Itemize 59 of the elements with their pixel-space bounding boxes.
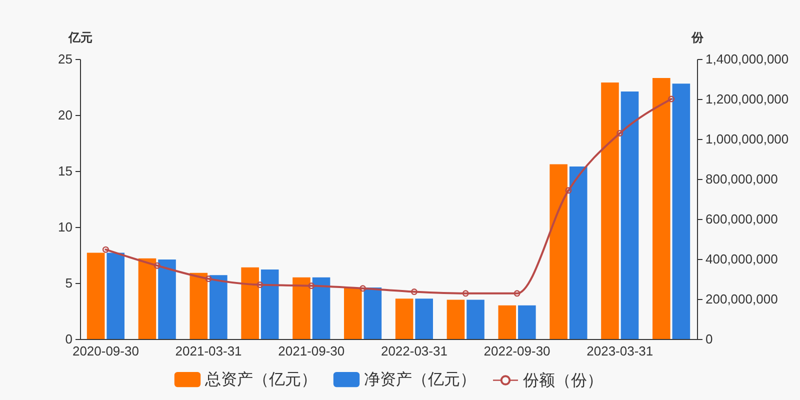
- y2-axis-title: 份: [690, 30, 704, 44]
- bar: [312, 277, 330, 339]
- y2-tick-label: 1,000,000,000: [706, 132, 789, 146]
- y2-tick-label: 200,000,000: [706, 292, 778, 306]
- point: [616, 130, 624, 136]
- bar: [446, 300, 465, 339]
- x-tick-label: 2022-09-30: [484, 344, 550, 358]
- y-tick-label: 25: [58, 52, 72, 66]
- legend-label: 总资产（亿元）: [204, 370, 317, 389]
- bar: [518, 305, 536, 339]
- bar: [292, 277, 310, 339]
- point: [256, 282, 264, 288]
- bar: [364, 287, 382, 339]
- bar: [260, 270, 279, 339]
- bar: [620, 91, 639, 339]
- bar: [190, 272, 208, 339]
- bar: [652, 78, 670, 339]
- y2-tick-label: 600,000,000: [706, 212, 778, 226]
- point: [462, 290, 469, 297]
- y2-tick-label: 400,000,000: [706, 252, 778, 266]
- point: [154, 262, 160, 269]
- x-tick-label: 2023-03-31: [586, 344, 654, 358]
- legend-label: 净资产（亿元）: [364, 370, 476, 389]
- y2-tick-label: 800,000,000: [706, 172, 778, 186]
- y2-tick-label: 0: [706, 332, 713, 346]
- y-tick-label: 5: [65, 276, 72, 290]
- bar: [466, 300, 484, 339]
- point: [308, 282, 315, 290]
- point: [410, 288, 418, 296]
- y-tick-label: 10: [58, 220, 72, 234]
- bar: [158, 259, 176, 339]
- bar: [415, 298, 433, 339]
- y-axis-title: 亿元: [68, 30, 92, 44]
- point: [205, 276, 212, 282]
- y-tick-label: 15: [58, 164, 72, 178]
- x-tick-label: 2020-09-30: [72, 344, 139, 358]
- point: [565, 187, 572, 194]
- bar: [601, 82, 619, 339]
- bar: [498, 305, 516, 339]
- bar: [210, 275, 228, 339]
- y2-tick-label: 1,400,000,000: [706, 52, 789, 66]
- bar: [344, 287, 362, 339]
- bar: [86, 252, 105, 339]
- y-tick-label: 20: [58, 108, 72, 122]
- bar: [569, 166, 588, 339]
- bar: [106, 252, 124, 339]
- bar: [550, 164, 568, 339]
- bar: [241, 267, 259, 339]
- x-tick-label: 2021-03-31: [175, 344, 242, 358]
- x-tick-label: 2022-03-31: [380, 344, 448, 358]
- y-tick-label: 0: [65, 332, 72, 346]
- y2-tick-label: 1,200,000,000: [706, 92, 789, 106]
- bar: [672, 84, 690, 339]
- point: [360, 285, 366, 292]
- bar: [138, 258, 156, 339]
- bar: [395, 298, 414, 339]
- point: [514, 290, 520, 297]
- legend-label: 份额（份）: [523, 371, 603, 390]
- x-tick-label: 2021-09-30: [278, 344, 345, 358]
